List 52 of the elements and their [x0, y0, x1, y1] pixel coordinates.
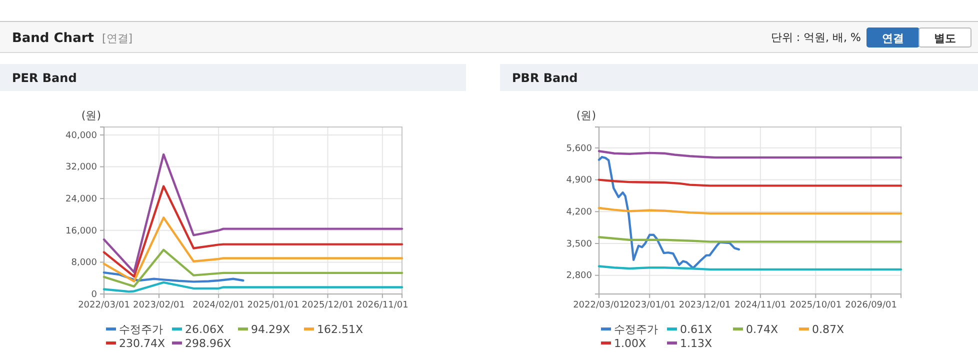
text: Band Chart [12, 31, 94, 46]
toggle-button: 별도 [918, 28, 972, 48]
chart-title: PER Band [12, 71, 77, 85]
y-tick-label: 4,900 [566, 176, 592, 186]
legend-label: 0.61X [680, 323, 712, 336]
y-tick-label: 5,600 [566, 144, 592, 154]
text: [연결] [102, 32, 133, 45]
x-tick-label: 2024/02/01 [192, 300, 245, 310]
y-tick-label: 3,500 [566, 239, 592, 250]
x-tick-label: 2024/11/01 [734, 300, 786, 310]
y-axis-title: (원) [576, 109, 596, 122]
legend-label: 26.06X [185, 323, 224, 336]
x-tick-label: 2025/10/01 [790, 300, 842, 310]
y-axis-title: (원) [81, 109, 101, 122]
y-tick-label: 32,000 [66, 162, 98, 173]
legend-label: 298.96X [185, 337, 232, 350]
legend-label: 0.87X [812, 323, 844, 336]
legend-label: 1.00X [614, 337, 646, 350]
x-tick-label: 2026/11/01 [356, 300, 408, 310]
y-tick-label: 2,800 [566, 271, 592, 282]
y-tick-label: 0 [91, 290, 98, 300]
y-tick-label: 16,000 [66, 226, 98, 236]
y-tick-label: 24,000 [66, 194, 98, 204]
toggle-button: 연결 [866, 28, 920, 48]
line-series [102, 153, 404, 274]
x-tick-label: 2022/03/01 [78, 300, 130, 310]
y-tick-label: 8,000 [71, 258, 98, 268]
line-series [102, 281, 404, 293]
y-tick-label: 4,200 [566, 208, 592, 218]
line-series [102, 271, 244, 283]
x-tick-label: 2023/01/01 [624, 300, 676, 310]
chart-title: PBR Band [512, 71, 578, 85]
x-tick-label: 2026/09/01 [845, 300, 897, 310]
legend-label: 230.74X [119, 337, 166, 350]
text: 단위 : 억원, 배, % [770, 31, 861, 44]
legend-label: 1.13X [680, 337, 712, 350]
x-tick-label: 2023/12/01 [678, 300, 731, 310]
line-series [598, 156, 740, 270]
legend-label: 0.74X [746, 323, 778, 336]
x-tick-label: 2025/12/01 [302, 300, 354, 310]
line-series [102, 248, 404, 288]
legend-label: 162.51X [317, 323, 364, 336]
y-tick-label: 40,000 [66, 130, 98, 141]
legend-label: 수정주가 [614, 323, 658, 336]
x-tick-label: 2022/03/01 [573, 300, 625, 310]
legend-label: 94.29X [251, 323, 290, 336]
line-series [102, 216, 404, 282]
line-series [598, 150, 902, 159]
line-series [102, 185, 404, 278]
legend-label: 수정주가 [119, 323, 163, 336]
x-tick-label: 2023/02/01 [133, 300, 185, 310]
x-tick-label: 2025/01/01 [247, 300, 300, 310]
